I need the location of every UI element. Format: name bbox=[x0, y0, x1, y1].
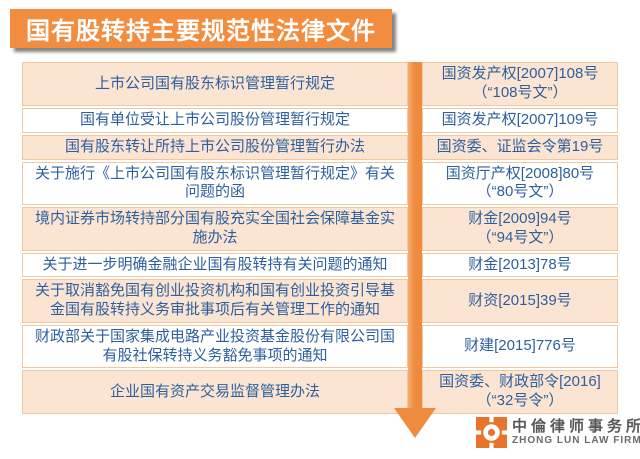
zhonglun-logo-icon bbox=[476, 417, 507, 448]
document-alias: （“94号文”） bbox=[476, 228, 564, 246]
document-number: 国资厅产权[2008]80号 bbox=[445, 164, 595, 182]
document-title-cell: 境内证券市场转持部分国有股充实全国社会保障基金实施办法 bbox=[22, 207, 408, 251]
down-arrow-shaft bbox=[408, 62, 422, 416]
table-row: 上市公司国有股东标识管理暂行规定 国资发产权[2007]108号 （“108号文”… bbox=[22, 62, 618, 106]
document-title: 上市公司国有股东标识管理暂行规定 bbox=[94, 74, 335, 92]
document-number: 国资发产权[2007]108号 bbox=[441, 65, 599, 83]
document-number-cell: 国资发产权[2007]109号 bbox=[422, 108, 618, 133]
document-title-cell: 关于施行《上市公司国有股东标识管理暂行规定》有关问题的函 bbox=[22, 161, 408, 205]
document-number-cell: 财金[2013]78号 bbox=[422, 252, 618, 278]
document-title: 国有股东转让所持上市公司股份管理暂行办法 bbox=[64, 137, 365, 155]
table-row: 财政部关于国家集成电路产业投资基金股份有限公司国有股社保转持义务豁免事项的通知 … bbox=[22, 324, 618, 369]
table-row: 关于进一步明确金融企业国有股转持有关问题的通知 财金[2013]78号 bbox=[22, 252, 618, 278]
document-title-cell: 国有单位受让上市公司股份管理暂行规定 bbox=[22, 108, 408, 133]
document-number-cell: 国资发产权[2007]108号 （“108号文”） bbox=[422, 62, 618, 106]
document-title: 企业国有资产交易监督管理办法 bbox=[109, 382, 320, 400]
document-title-cell: 国有股东转让所持上市公司股份管理暂行办法 bbox=[22, 134, 408, 160]
document-title: 关于施行《上市公司国有股东标识管理暂行规定》有关问题的函 bbox=[34, 164, 395, 201]
table-row: 国有单位受让上市公司股份管理暂行规定 国资发产权[2007]109号 bbox=[22, 108, 618, 133]
table-row: 企业国有资产交易监督管理办法 国资委、财政部令[2016] （“32号令”） bbox=[22, 370, 618, 414]
document-title: 国有单位受让上市公司股份管理暂行规定 bbox=[79, 111, 350, 128]
document-alias: （“32号令”） bbox=[476, 392, 564, 409]
legal-documents-table: 上市公司国有股东标识管理暂行规定 国资发产权[2007]108号 （“108号文”… bbox=[22, 62, 618, 438]
table-row: 境内证券市场转持部分国有股充实全国社会保障基金实施办法 财金[2009]94号（… bbox=[22, 207, 618, 251]
document-title-cell: 财政部关于国家集成电路产业投资基金股份有限公司国有股社保转持义务豁免事项的通知 bbox=[22, 324, 408, 369]
document-title-cell: 上市公司国有股东标识管理暂行规定 bbox=[22, 62, 408, 106]
document-number-cell: 国资委、证监会令第19号 bbox=[422, 134, 618, 160]
document-number: 财金[2009]94号 bbox=[468, 210, 572, 227]
page-title-text: 国有股转持主要规范性法律文件 bbox=[26, 18, 376, 45]
page-title: 国有股转持主要规范性法律文件 bbox=[10, 9, 392, 48]
document-number: 国资发产权[2007]109号 bbox=[441, 111, 599, 128]
document-title-cell: 企业国有资产交易监督管理办法 bbox=[22, 370, 408, 414]
document-number: 财资[2015]39号 bbox=[468, 291, 572, 309]
document-title: 关于取消豁免国有创业投资机构和国有创业投资引导基金国有股转持义务审批事项后有关管… bbox=[34, 282, 395, 318]
document-number-cell: 财资[2015]39号 bbox=[422, 279, 618, 323]
document-title: 关于进一步明确金融企业国有股转持有关问题的通知 bbox=[42, 255, 388, 273]
document-number: 财金[2013]78号 bbox=[468, 255, 572, 273]
table-row: 国有股东转让所持上市公司股份管理暂行办法 国资委、证监会令第19号 bbox=[22, 134, 618, 160]
document-title-cell: 关于取消豁免国有创业投资机构和国有创业投资引导基金国有股转持义务审批事项后有关管… bbox=[22, 279, 408, 323]
document-number-cell: 国资厅产权[2008]80号 （“80号文”） bbox=[422, 161, 618, 205]
table-row: 关于取消豁免国有创业投资机构和国有创业投资引导基金国有股转持义务审批事项后有关管… bbox=[22, 279, 618, 323]
law-firm-logo: 中倫律师事务所 ZHONG LUN LAW FIRM bbox=[476, 417, 640, 448]
document-number: 国资委、财政部令[2016] bbox=[439, 373, 601, 391]
document-number-cell: 财建[2015]776号 bbox=[422, 324, 618, 369]
document-title: 境内证券市场转持部分国有股充实全国社会保障基金实施办法 bbox=[34, 210, 395, 246]
document-number-cell: 财金[2009]94号 （“94号文”） bbox=[422, 207, 618, 251]
document-number: 国资委、证监会令第19号 bbox=[436, 137, 604, 155]
firm-name-chinese: 中倫律师事务所 bbox=[512, 417, 640, 435]
document-alias: （“80号文”） bbox=[476, 183, 564, 201]
down-arrow-icon bbox=[394, 407, 436, 438]
document-number-cell: 国资委、财政部令[2016] （“32号令”） bbox=[422, 370, 618, 414]
document-alias: （“108号文”） bbox=[472, 84, 568, 101]
document-title: 财政部关于国家集成电路产业投资基金股份有限公司国有股社保转持义务豁免事项的通知 bbox=[34, 327, 395, 364]
table-row: 关于施行《上市公司国有股东标识管理暂行规定》有关问题的函 国资厅产权[2008]… bbox=[22, 161, 618, 205]
document-number: 财建[2015]776号 bbox=[464, 337, 576, 355]
document-title-cell: 关于进一步明确金融企业国有股转持有关问题的通知 bbox=[22, 252, 408, 278]
firm-name-english: ZHONG LUN LAW FIRM bbox=[512, 435, 640, 447]
